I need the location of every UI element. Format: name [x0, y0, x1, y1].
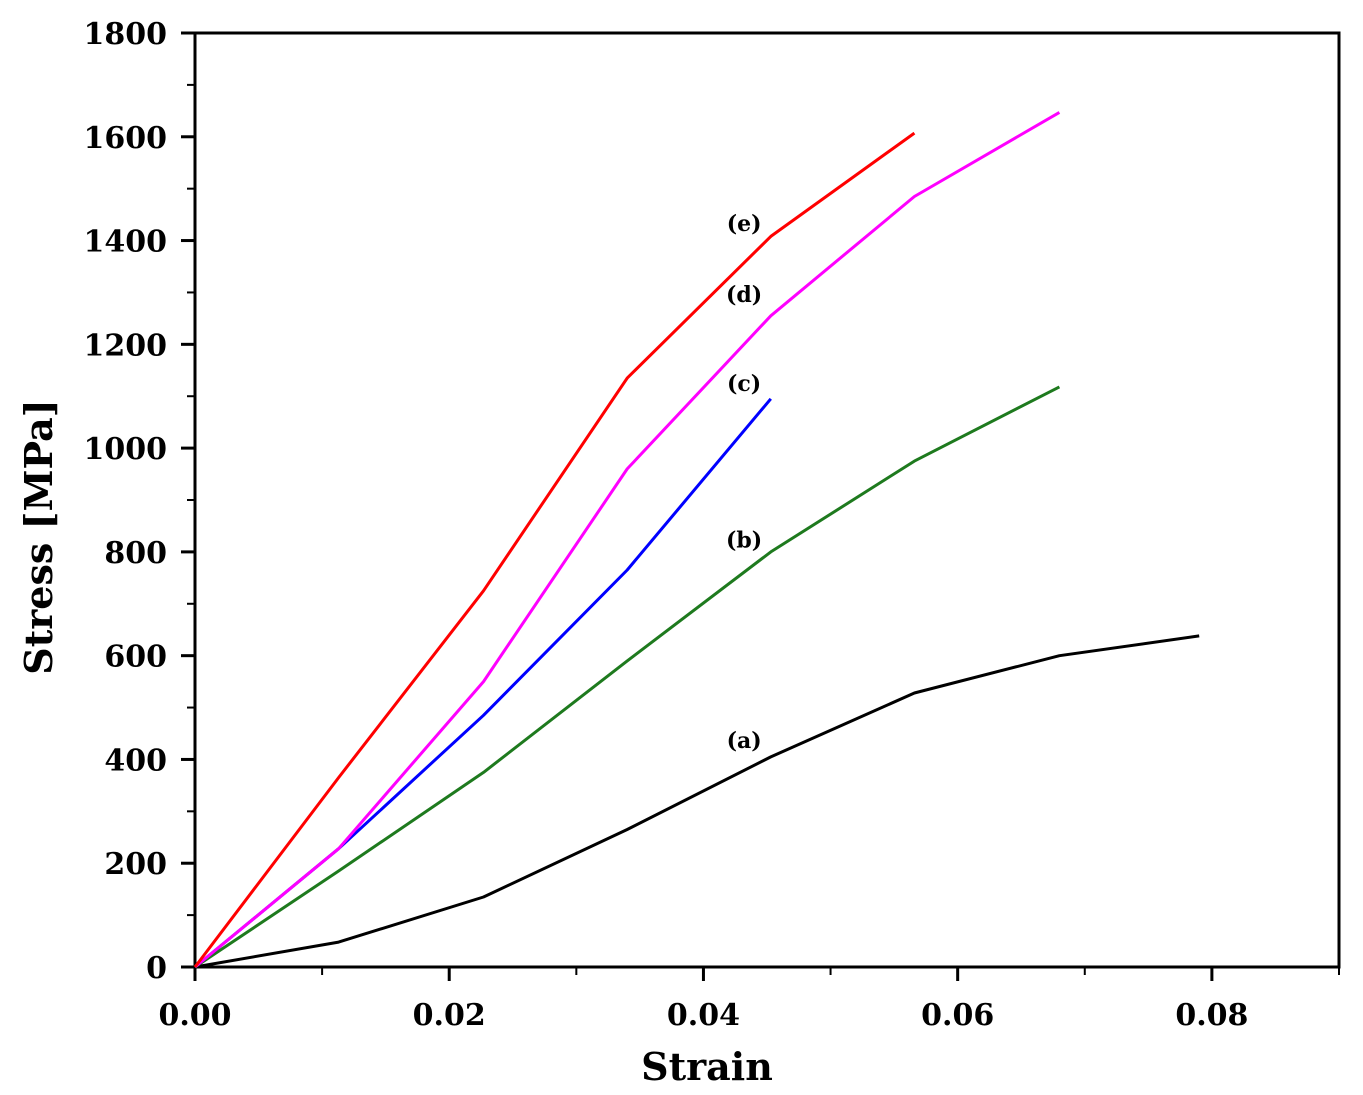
- y-tick-label: 1000: [84, 432, 168, 467]
- y-tick-label: 200: [104, 847, 167, 882]
- curve-label-c: (c): [727, 371, 761, 397]
- y-tick-label: 0: [146, 951, 167, 986]
- series-line-e: [193, 131, 916, 968]
- series-line-b: [194, 385, 1061, 969]
- y-tick-label: 1200: [84, 328, 168, 363]
- series-line-a: [194, 634, 1200, 969]
- y-tick-label: 1600: [84, 121, 168, 156]
- y-tick-label: 400: [104, 743, 167, 778]
- y-tick-label: 800: [104, 536, 167, 571]
- y-tick-label: 600: [104, 640, 167, 675]
- x-tick-label: 0.00: [158, 998, 231, 1033]
- series-layer: [193, 111, 1200, 969]
- x-axis: 0.00 0.02 0.04 0.06 0.08: [158, 967, 1340, 1033]
- curve-label-b: (b): [726, 528, 762, 554]
- x-tick-label: 0.06: [921, 998, 994, 1033]
- x-tick-label: 0.04: [667, 998, 740, 1033]
- series-line-d: [194, 111, 1061, 969]
- curve-label-a: (a): [727, 728, 762, 754]
- curve-label-e: (e): [727, 211, 762, 237]
- plot-frame: [193, 31, 1341, 969]
- y-axis-title: Stress [MPa]: [16, 399, 61, 674]
- curve-label-d: (d): [726, 282, 762, 308]
- x-tick-label: 0.02: [413, 998, 486, 1033]
- y-tick-label: 1800: [84, 17, 168, 52]
- x-axis-title: Strain: [641, 1044, 773, 1089]
- y-tick-label: 1400: [84, 225, 168, 260]
- y-axis: 0 200 400 600 800 1000 1200 1400 1600 1800: [84, 17, 195, 986]
- annotation-layer: (a) (b) (c) (d) (e): [726, 211, 762, 754]
- x-tick-label: 0.08: [1175, 998, 1248, 1033]
